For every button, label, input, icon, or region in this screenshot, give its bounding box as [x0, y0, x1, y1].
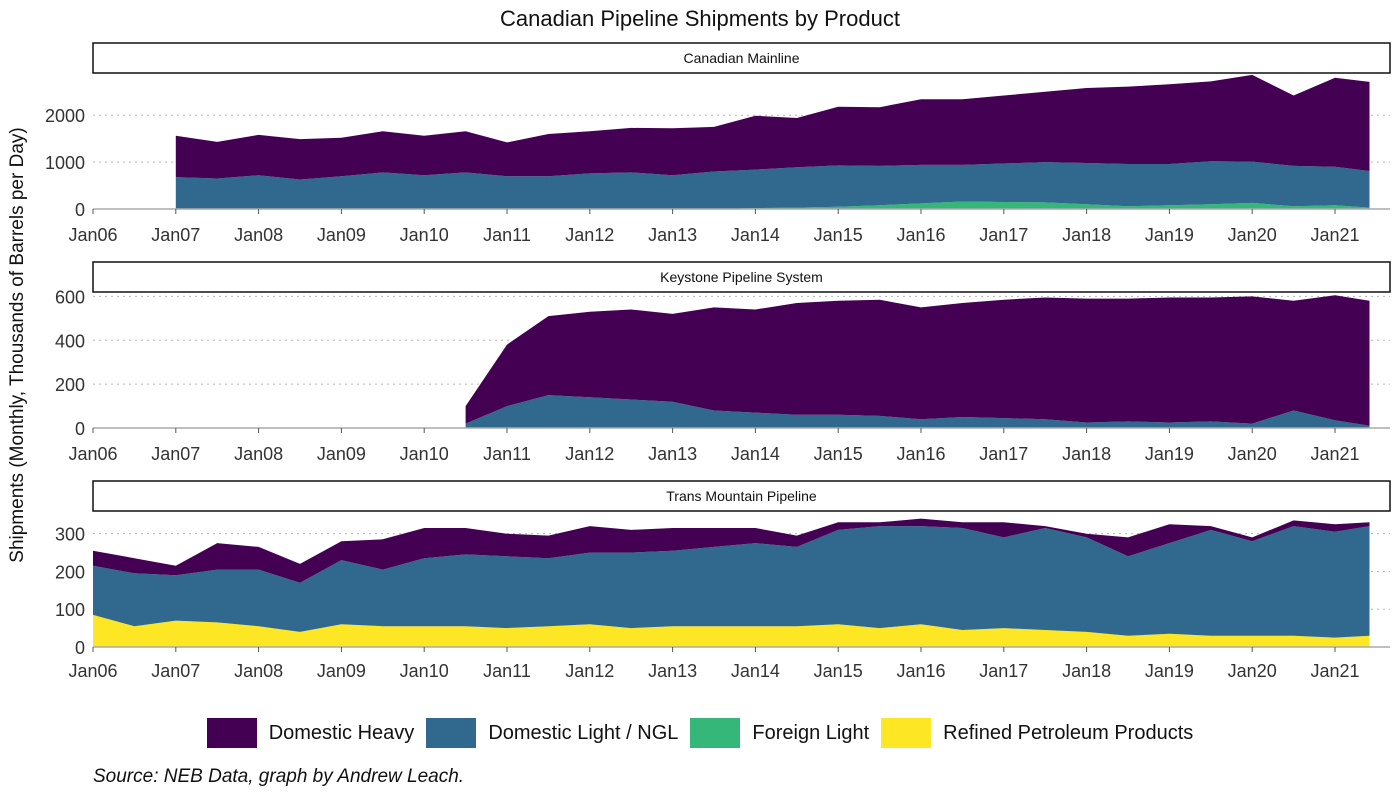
panel-strip-label: Trans Mountain Pipeline	[666, 488, 817, 504]
y-tick-label: 2000	[45, 106, 85, 126]
legend-label: Refined Petroleum Products	[943, 721, 1194, 744]
x-tick-label: Jan16	[896, 661, 945, 681]
x-tick-label: Jan06	[68, 444, 117, 464]
area-domestic-light-ngl	[465, 395, 1370, 428]
x-tick-label: Jan15	[814, 225, 863, 245]
legend-swatch	[881, 718, 932, 748]
source-caption: Source: NEB Data, graph by Andrew Leach.	[93, 766, 465, 787]
area-domestic-light-ngl	[175, 161, 1370, 209]
legend-swatch	[426, 718, 477, 748]
x-tick-label: Jan17	[979, 444, 1028, 464]
x-tick-label: Jan13	[648, 225, 697, 245]
legend-label: Domestic Heavy	[268, 721, 415, 744]
x-tick-label: Jan07	[151, 225, 200, 245]
x-tick-label: Jan17	[979, 225, 1028, 245]
x-tick-label: Jan06	[68, 225, 117, 245]
area-domestic-heavy	[175, 74, 1370, 180]
legend-swatch	[690, 718, 741, 748]
x-tick-label: Jan17	[979, 661, 1028, 681]
x-tick-label: Jan21	[1310, 225, 1359, 245]
panel-strip-label: Keystone Pipeline System	[660, 269, 823, 285]
y-tick-label: 600	[55, 287, 85, 307]
x-tick-label: Jan14	[731, 661, 780, 681]
x-tick-label: Jan21	[1310, 444, 1359, 464]
x-tick-label: Jan12	[565, 444, 614, 464]
x-tick-label: Jan09	[317, 444, 366, 464]
x-tick-label: Jan10	[400, 444, 449, 464]
x-tick-label: Jan19	[1145, 225, 1194, 245]
area-domestic-heavy	[465, 295, 1370, 426]
y-tick-label: 0	[75, 638, 85, 658]
area-domestic-heavy	[93, 518, 1370, 583]
x-tick-label: Jan13	[648, 444, 697, 464]
legend-item-domestic-light-ngl: Domestic Light / NGL	[426, 718, 678, 748]
legend: Domestic Heavy Domestic Light / NGL Fore…	[0, 718, 1400, 748]
x-tick-label: Jan07	[151, 444, 200, 464]
x-tick-label: Jan15	[814, 661, 863, 681]
x-tick-label: Jan07	[151, 661, 200, 681]
legend-label: Domestic Light / NGL	[488, 721, 679, 744]
x-tick-label: Jan14	[731, 225, 780, 245]
x-tick-label: Jan13	[648, 661, 697, 681]
y-axis-label: Shipments (Monthly, Thousands of Barrels…	[7, 127, 28, 563]
x-tick-label: Jan19	[1145, 444, 1194, 464]
x-tick-label: Jan08	[234, 661, 283, 681]
y-tick-label: 200	[55, 375, 85, 395]
y-tick-label: 300	[55, 525, 85, 545]
x-tick-label: Jan20	[1228, 444, 1277, 464]
x-tick-label: Jan12	[565, 225, 614, 245]
x-tick-label: Jan16	[896, 444, 945, 464]
x-tick-label: Jan20	[1228, 225, 1277, 245]
x-tick-label: Jan20	[1228, 661, 1277, 681]
panel-strip	[92, 480, 1391, 512]
x-tick-label: Jan18	[1062, 661, 1111, 681]
x-tick-label: Jan10	[400, 661, 449, 681]
area-refined-petroleum-products	[93, 614, 1370, 647]
x-tick-label: Jan14	[731, 444, 780, 464]
x-tick-label: Jan15	[814, 444, 863, 464]
legend-item-refined-petroleum-products: Refined Petroleum Products	[881, 718, 1193, 748]
y-tick-label: 100	[55, 600, 85, 620]
legend-item-domestic-heavy: Domestic Heavy	[206, 718, 415, 748]
y-tick-label: 0	[75, 419, 85, 439]
x-tick-label: Jan18	[1062, 444, 1111, 464]
x-tick-label: Jan19	[1145, 661, 1194, 681]
x-tick-label: Jan21	[1310, 661, 1359, 681]
y-tick-label: 1000	[45, 153, 85, 173]
x-tick-label: Jan08	[234, 225, 283, 245]
legend-swatch	[206, 718, 257, 748]
x-tick-label: Jan18	[1062, 225, 1111, 245]
panel-strip	[92, 42, 1391, 74]
y-tick-label: 400	[55, 331, 85, 351]
x-tick-label: Jan09	[317, 225, 366, 245]
chart-title: Canadian Pipeline Shipments by Product	[500, 6, 900, 31]
panel-strip-label: Canadian Mainline	[684, 50, 800, 66]
area-domestic-light-ngl	[93, 526, 1370, 638]
x-tick-label: Jan12	[565, 661, 614, 681]
x-tick-label: Jan11	[483, 661, 531, 681]
x-tick-label: Jan11	[483, 444, 531, 464]
legend-label: Foreign Light	[752, 721, 870, 744]
area-foreign-light	[175, 201, 1370, 209]
x-tick-label: Jan11	[483, 225, 531, 245]
x-tick-label: Jan16	[896, 225, 945, 245]
y-tick-label: 0	[75, 200, 85, 220]
legend-item-foreign-light: Foreign Light	[690, 718, 869, 748]
x-tick-label: Jan10	[400, 225, 449, 245]
panel-strip	[92, 261, 1391, 293]
x-tick-label: Jan09	[317, 661, 366, 681]
x-tick-label: Jan08	[234, 444, 283, 464]
x-tick-label: Jan06	[68, 661, 117, 681]
y-tick-label: 200	[55, 562, 85, 582]
